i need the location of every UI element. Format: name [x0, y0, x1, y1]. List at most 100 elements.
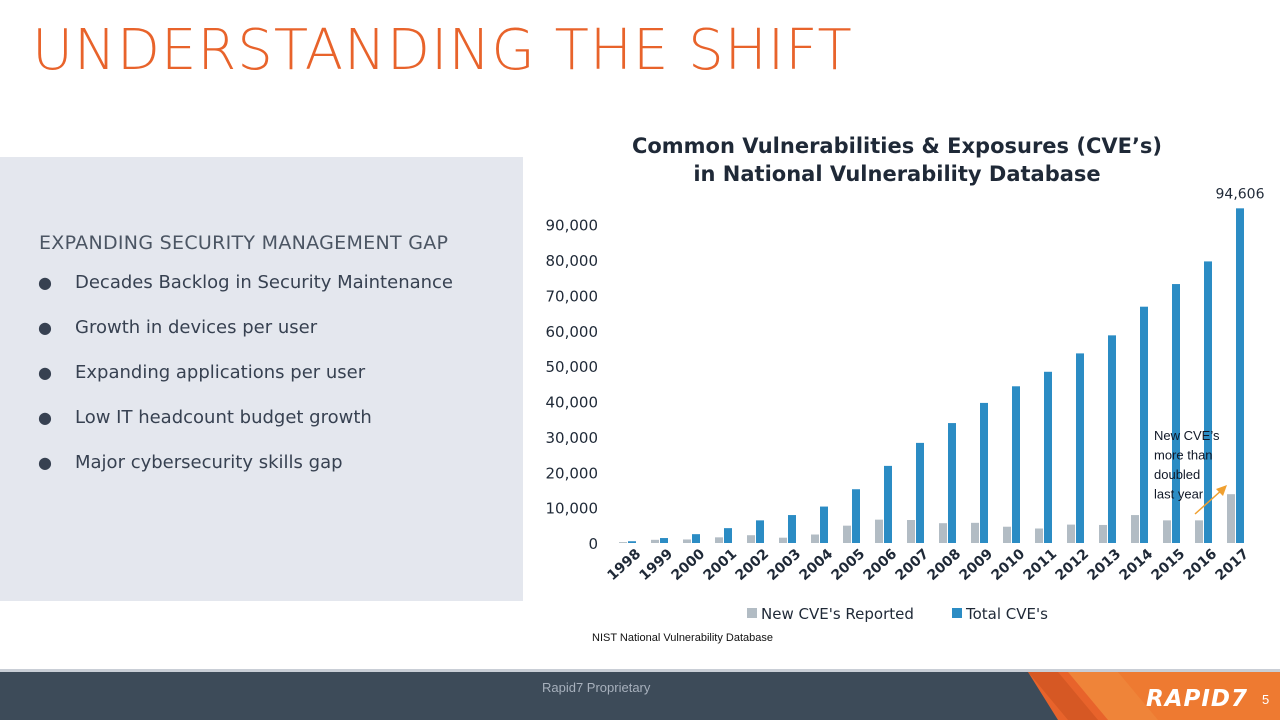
x-tick-label: 2001 — [700, 546, 740, 584]
bar-total-cve — [1108, 335, 1116, 543]
bullet-item: ● Major cybersecurity skills gap — [38, 452, 453, 497]
bar-new-cve — [1195, 520, 1203, 543]
bar-total-cve — [628, 541, 636, 543]
bullet-dot-icon: ● — [38, 318, 52, 337]
bullet-list: ● Decades Backlog in Security Maintenance… — [38, 272, 453, 497]
bar-total-cve — [1172, 284, 1180, 543]
x-tick-label: 2013 — [1084, 546, 1124, 584]
x-tick-label: 2014 — [1116, 546, 1156, 584]
x-tick-label: 2010 — [988, 546, 1028, 584]
x-tick-label: 2005 — [828, 546, 868, 584]
bar-total-cve — [1204, 261, 1212, 543]
y-tick-label: 50,000 — [546, 358, 599, 376]
bullet-text: Decades Backlog in Security Maintenance — [75, 272, 454, 293]
annotation-text: more than — [1154, 448, 1213, 463]
x-tick-label: 2004 — [796, 546, 836, 584]
source-note: NIST National Vulnerability Database — [592, 632, 773, 644]
x-tick-label: 2006 — [860, 546, 900, 584]
x-tick-label: 2003 — [764, 546, 804, 584]
bar-total-cve — [660, 538, 668, 543]
annotation-arrowhead-icon — [1216, 485, 1227, 496]
y-tick-label: 60,000 — [546, 323, 599, 341]
x-tick-label: 1999 — [636, 546, 676, 584]
annotation-text: last year — [1154, 487, 1204, 502]
x-tick-label: 2016 — [1180, 546, 1220, 584]
x-tick-label: 2015 — [1148, 546, 1188, 584]
footer-divider — [0, 669, 1280, 673]
bar-new-cve — [875, 519, 883, 543]
bar-total-cve — [1044, 371, 1052, 543]
bar-new-cve — [971, 522, 979, 543]
bullet-text: Low IT headcount budget growth — [75, 407, 372, 428]
y-tick-label: 30,000 — [546, 429, 599, 447]
bullet-text: Major cybersecurity skills gap — [75, 452, 343, 473]
bar-new-cve — [1227, 494, 1235, 543]
bullet-item: ● Expanding applications per user — [38, 362, 453, 407]
bar-new-cve — [1003, 526, 1011, 543]
bar-total-cve — [980, 402, 988, 543]
bar-total-cve — [788, 515, 796, 543]
x-tick-label: 2009 — [956, 546, 996, 584]
x-tick-label: 2007 — [892, 546, 932, 584]
chart-title-line-2: in National Vulnerability Database — [693, 162, 1101, 186]
bullet-item: ● Low IT headcount budget growth — [38, 407, 453, 452]
bullet-text: Expanding applications per user — [75, 362, 366, 383]
annotation-text: New CVE’s — [1154, 428, 1220, 443]
bar-total-cve — [724, 528, 732, 543]
rapid7-logo: RAPID7 — [1028, 672, 1280, 720]
bar-new-cve — [619, 542, 627, 543]
bar-new-cve — [907, 520, 915, 543]
chart-title: Common Vulnerabilities & Exposures (CVE’… — [570, 132, 1224, 188]
bar-new-cve — [1067, 524, 1075, 543]
chart-title-line-1: Common Vulnerabilities & Exposures (CVE’… — [631, 134, 1163, 158]
y-tick-label: 10,000 — [546, 500, 599, 518]
bar-new-cve — [651, 539, 659, 543]
y-tick-label: 90,000 — [546, 217, 599, 235]
brand-text: RAPID7 — [1146, 686, 1248, 712]
bar-total-cve — [884, 465, 892, 543]
annotation-text: doubled — [1154, 467, 1200, 482]
annotation-arrow — [1194, 488, 1224, 515]
bar-new-cve — [683, 539, 691, 543]
legend-swatch-new — [747, 608, 757, 618]
y-tick-label: 40,000 — [546, 394, 599, 412]
y-tick-label: 70,000 — [546, 287, 599, 305]
cve-bar-chart: 0 10,000 20,000 30,000 40,000 50,000 60,000 70,… — [546, 186, 1265, 623]
legend-label-total: Total CVE's — [965, 605, 1048, 623]
bar-total-cve — [820, 506, 828, 543]
bar-total-cve — [1236, 208, 1244, 543]
bar-total-cve — [1012, 386, 1020, 543]
bar-total-cve — [1140, 306, 1148, 543]
bar-new-cve — [1131, 515, 1139, 543]
x-tick-label: 2000 — [668, 546, 708, 584]
legend-swatch-total — [952, 608, 962, 618]
bullet-dot-icon: ● — [38, 363, 52, 382]
bar-new-cve — [1099, 524, 1107, 543]
y-tick-label: 20,000 — [546, 464, 599, 482]
bar-new-cve — [1035, 528, 1043, 543]
slide-title: UNDERSTANDING THE SHIFT — [32, 18, 853, 83]
proprietary-label: Rapid7 Proprietary — [542, 680, 651, 695]
x-tick-label: 2012 — [1052, 546, 1092, 584]
bar-new-cve — [747, 535, 755, 543]
bullet-item: ● Growth in devices per user — [38, 317, 453, 362]
panel-heading: EXPANDING SECURITY MANAGEMENT GAP — [39, 232, 449, 254]
bullet-item: ● Decades Backlog in Security Maintenance — [38, 272, 453, 317]
bar-total-cve — [916, 442, 924, 543]
bar-new-cve — [811, 534, 819, 543]
bar-new-cve — [939, 523, 947, 543]
bar-total-cve — [948, 423, 956, 543]
bar-new-cve — [779, 537, 787, 543]
bar-total-cve — [852, 489, 860, 543]
data-label-2017: 94,606 — [1216, 186, 1265, 202]
text-panel — [0, 157, 523, 601]
legend-label-new: New CVE's Reported — [761, 605, 914, 623]
x-tick-label: 1998 — [604, 546, 644, 584]
bullet-text: Growth in devices per user — [75, 317, 318, 338]
bar-total-cve — [756, 520, 764, 543]
x-tick-label: 2002 — [732, 546, 772, 584]
bar-new-cve — [715, 537, 723, 543]
bar-total-cve — [1076, 353, 1084, 543]
x-tick-label: 2017 — [1212, 546, 1252, 584]
x-tick-label: 2011 — [1020, 546, 1060, 584]
